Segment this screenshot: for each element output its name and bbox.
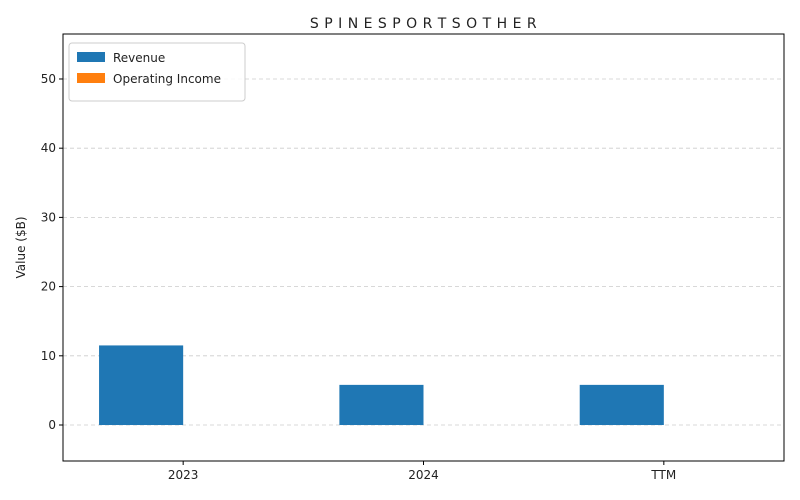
legend: Revenue Operating Income xyxy=(68,42,246,102)
chart-title: S P I N E S P O R T S O T H E R xyxy=(310,16,537,32)
x-tick-label: 2024 xyxy=(408,468,439,482)
x-tick-label: TTM xyxy=(650,468,676,482)
legend-label-operating-income: Operating Income xyxy=(113,72,221,86)
y-axis-title: Value ($B) xyxy=(14,217,28,279)
revenue-bar xyxy=(339,384,424,426)
y-tick-label: 20 xyxy=(41,280,56,294)
y-tick-label: 10 xyxy=(41,349,56,363)
y-tick-label: 50 xyxy=(41,72,56,86)
revenue-bar xyxy=(99,345,184,426)
legend-swatch-operating-income xyxy=(77,73,105,83)
x-tick-label: 2023 xyxy=(168,468,199,482)
legend-label-revenue: Revenue xyxy=(113,51,165,65)
y-axis: 0 10 20 30 40 50 xyxy=(41,72,63,432)
y-tick-label: 40 xyxy=(41,141,56,155)
x-axis: 2023 2024 TTM xyxy=(168,461,676,482)
revenue-bar xyxy=(579,384,664,426)
legend-box xyxy=(68,42,246,102)
y-tick-label: 30 xyxy=(41,210,56,224)
legend-swatch-revenue xyxy=(77,52,105,62)
bars-layer xyxy=(99,345,664,426)
y-tick-label: 0 xyxy=(48,418,56,432)
